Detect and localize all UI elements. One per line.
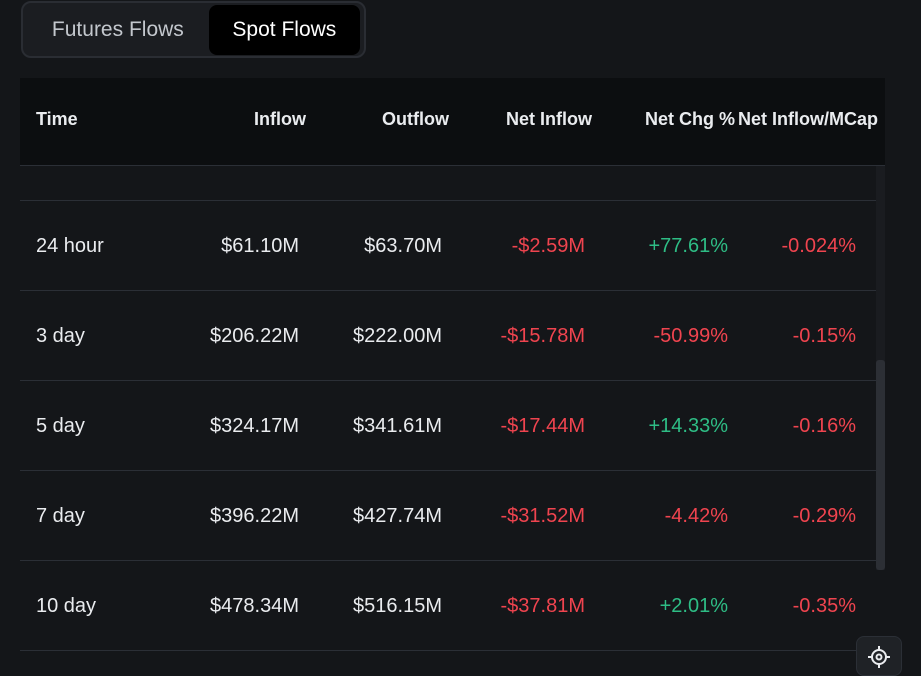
cell-net-inflow: -$31.52M bbox=[500, 505, 586, 527]
cell-inflow: $478.34M bbox=[210, 595, 299, 617]
flow-type-tabs: Futures Flows Spot Flows bbox=[21, 1, 366, 58]
settings-button[interactable] bbox=[856, 636, 902, 676]
cell-time: 10 day bbox=[36, 595, 97, 617]
table-row: 10 day $478.34M $516.15M -$37.81M +2.01% -0.3… bbox=[20, 560, 878, 650]
cell-net-inflow: -$17.44M bbox=[500, 415, 586, 437]
header-inflow[interactable]: Inflow bbox=[254, 109, 306, 129]
cell-outflow: $427.74M bbox=[353, 505, 442, 527]
cell-time: 5 day bbox=[36, 415, 85, 437]
cell-net-chg: +2.01% bbox=[659, 595, 728, 617]
header-net-inflow[interactable]: Net Inflow bbox=[506, 109, 592, 129]
cell-inflow: $61.10M bbox=[221, 235, 299, 257]
cell-net-inflow: -$15.78M bbox=[500, 325, 586, 347]
cell-net-inflow: -$2.59M bbox=[511, 235, 585, 257]
cell-net-inflow: -$37.81M bbox=[500, 595, 586, 617]
cell-net-chg: -50.99% bbox=[653, 325, 729, 347]
table-row: 3 day $206.22M $222.00M -$15.78M -50.99% -0.1… bbox=[20, 290, 878, 380]
scrollbar-thumb[interactable] bbox=[876, 360, 885, 570]
cell-inflow: $206.22M bbox=[210, 325, 299, 347]
cell-net-inflow-mcap: -0.16% bbox=[792, 415, 856, 437]
flows-table: Time Inflow Outflow Net Inflow Net Chg %… bbox=[20, 78, 885, 663]
gear-icon bbox=[868, 646, 890, 668]
table-header: Time Inflow Outflow Net Inflow Net Chg %… bbox=[20, 78, 885, 166]
table-row: 5 day $324.17M $341.61M -$17.44M +14.33% -0.1… bbox=[20, 380, 878, 470]
cell-outflow: $341.61M bbox=[353, 415, 442, 437]
cell-inflow: $396.22M bbox=[210, 505, 299, 527]
tab-spot-flows[interactable]: Spot Flows bbox=[208, 4, 360, 55]
cell-inflow: $324.17M bbox=[210, 415, 299, 437]
cell-net-chg: -4.42% bbox=[664, 505, 728, 527]
cell-net-chg: +77.61% bbox=[648, 235, 728, 257]
header-net-inflow-mcap[interactable]: Net Inflow/MCap bbox=[738, 109, 878, 129]
cell-net-chg: +14.33% bbox=[648, 415, 728, 437]
table-divider bbox=[20, 650, 878, 651]
cell-net-inflow-mcap: -0.024% bbox=[781, 235, 857, 257]
tab-futures-flows[interactable]: Futures Flows bbox=[51, 17, 184, 41]
header-outflow[interactable]: Outflow bbox=[382, 109, 449, 129]
cell-outflow: $222.00M bbox=[353, 325, 442, 347]
header-net-chg[interactable]: Net Chg % bbox=[645, 109, 735, 129]
table-row: 7 day $396.22M $427.74M -$31.52M -4.42% -0.29… bbox=[20, 470, 878, 560]
cell-time: 24 hour bbox=[36, 235, 104, 257]
cell-outflow: $516.15M bbox=[353, 595, 442, 617]
header-time[interactable]: Time bbox=[36, 109, 78, 129]
cell-outflow: $63.70M bbox=[364, 235, 442, 257]
cell-time: 7 day bbox=[36, 505, 85, 527]
cell-time: 3 day bbox=[36, 325, 85, 347]
cell-net-inflow-mcap: -0.29% bbox=[792, 505, 856, 527]
table-row: 24 hour $61.10M $63.70M -$2.59M +77.61% -0.02… bbox=[20, 200, 878, 290]
cell-net-inflow-mcap: -0.15% bbox=[792, 325, 856, 347]
cell-net-inflow-mcap: -0.35% bbox=[792, 595, 856, 617]
